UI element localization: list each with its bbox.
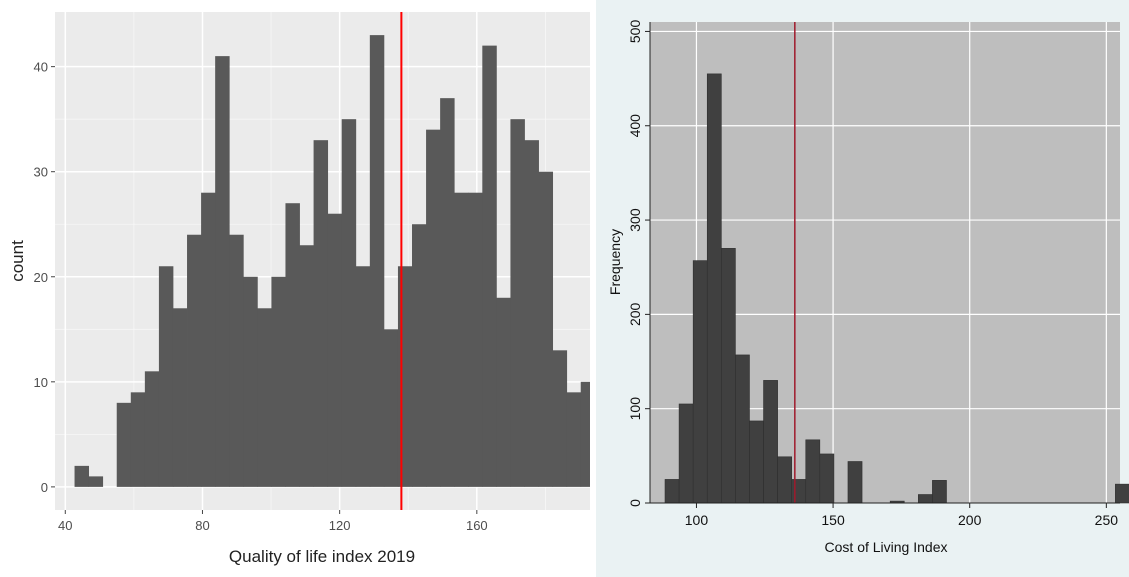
left-y-tick-label: 10 <box>34 375 48 390</box>
left-histogram-bar <box>397 266 413 487</box>
left-x-tick-label: 160 <box>466 518 488 533</box>
left-histogram-bar <box>440 98 455 487</box>
left-histogram-bar <box>285 203 300 487</box>
right-y-tick-label: 500 <box>627 20 643 44</box>
left-histogram-bar <box>271 276 286 487</box>
left-histogram-bar <box>327 213 343 487</box>
left-histogram-bar <box>257 308 272 487</box>
cost-of-living-histogram: 0 100 200 300 400 500 100 150 200 250 Cost of Li… <box>596 0 1129 577</box>
left-x-ticks: 40 80 120 160 <box>58 510 488 533</box>
left-histogram-bar <box>355 266 371 487</box>
right-histogram-bar <box>692 260 708 504</box>
right-x-tick-label: 100 <box>685 512 709 528</box>
left-histogram-bar <box>580 381 590 487</box>
left-histogram-bar <box>454 192 469 487</box>
quality-of-life-histogram: 0 10 20 30 40 40 80 120 160 Quality of life ind… <box>8 12 590 566</box>
left-histogram-bar <box>243 276 258 487</box>
left-histogram-bar <box>215 56 230 487</box>
left-histogram-bar <box>538 171 554 487</box>
left-histogram-bar <box>566 392 582 487</box>
left-histogram-bar <box>496 297 511 487</box>
right-histogram-bar <box>819 453 835 504</box>
left-histogram-bar <box>468 192 483 487</box>
left-x-tick-label: 80 <box>195 518 209 533</box>
left-histogram-bar <box>158 266 174 487</box>
right-y-tick-label: 300 <box>627 208 643 232</box>
left-histogram-bar <box>369 35 385 487</box>
right-y-tick-label: 400 <box>627 114 643 138</box>
right-y-tick-label: 0 <box>627 499 643 507</box>
right-x-tick-label: 200 <box>958 512 982 528</box>
right-histogram-bar <box>847 461 863 504</box>
left-x-axis-label: Quality of life index 2019 <box>229 547 415 566</box>
left-histogram-bar <box>201 192 216 487</box>
right-histogram-bar <box>664 479 680 504</box>
right-histogram-bar <box>706 73 722 504</box>
left-y-axis-label: count <box>8 240 27 282</box>
right-x-ticks: 100 150 200 250 <box>650 502 1120 528</box>
right-histogram-bar <box>749 420 764 504</box>
left-y-tick-label: 30 <box>34 165 48 180</box>
right-y-axis-label: Frequency <box>607 229 623 295</box>
right-y-ticks: 0 100 200 300 400 500 <box>627 20 651 507</box>
right-bars <box>664 73 1129 504</box>
left-histogram-bar <box>313 140 329 487</box>
right-histogram-bar <box>721 248 736 504</box>
right-histogram-bar <box>805 439 821 504</box>
left-histogram-bar <box>510 119 525 487</box>
left-histogram-bar <box>172 308 188 487</box>
left-histogram-bar <box>299 245 314 487</box>
left-bars <box>74 35 590 487</box>
right-histogram-bar <box>791 479 807 504</box>
left-histogram-bar <box>482 45 497 487</box>
left-histogram-bar <box>130 392 146 487</box>
right-y-tick-label: 100 <box>627 397 643 421</box>
left-y-tick-label: 40 <box>34 60 48 75</box>
right-histogram-bar <box>777 456 792 504</box>
left-histogram-bar <box>524 140 539 487</box>
left-histogram-bar <box>426 129 441 487</box>
left-histogram-bar <box>552 350 568 487</box>
left-histogram-bar <box>187 234 202 487</box>
left-y-tick-label: 20 <box>34 270 48 285</box>
left-histogram-bar <box>144 371 160 487</box>
right-histogram-bar <box>932 480 947 504</box>
right-x-tick-label: 250 <box>1095 512 1119 528</box>
left-y-ticks: 0 10 20 30 40 <box>34 60 55 495</box>
left-histogram-bar <box>412 224 427 487</box>
right-histogram-bar <box>918 494 933 504</box>
left-histogram-bar <box>88 476 104 487</box>
right-x-tick-label: 150 <box>821 512 845 528</box>
right-histogram-bar <box>678 403 694 504</box>
left-x-tick-label: 40 <box>58 518 72 533</box>
left-histogram-bar <box>341 119 357 487</box>
left-histogram-bar <box>74 465 90 487</box>
left-histogram-bar <box>229 234 244 487</box>
right-histogram-bar <box>763 380 778 504</box>
left-y-tick-label: 0 <box>41 480 48 495</box>
left-histogram-bar <box>383 329 399 487</box>
right-y-tick-label: 200 <box>627 302 643 326</box>
right-histogram-bar <box>735 354 750 504</box>
right-x-axis-label: Cost of Living Index <box>825 539 948 555</box>
right-histogram-bar <box>1115 483 1129 504</box>
left-x-tick-label: 120 <box>329 518 351 533</box>
left-histogram-bar <box>116 402 132 487</box>
